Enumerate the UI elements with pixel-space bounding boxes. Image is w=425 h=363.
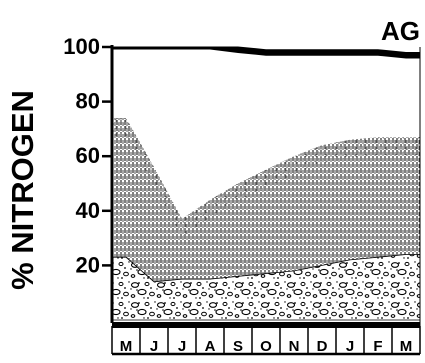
x-tick-label: A: [205, 338, 216, 355]
x-tick-label: M: [400, 338, 413, 355]
x-axis-bar: [112, 322, 420, 328]
x-tick-label: N: [289, 338, 300, 355]
x-tick-label: D: [317, 338, 328, 355]
x-tick-label: J: [150, 338, 158, 355]
x-tick-label: F: [373, 338, 382, 355]
y-tick-label: 20: [76, 252, 100, 277]
x-tick-label: J: [346, 338, 354, 355]
y-tick-label: 80: [76, 89, 100, 114]
y-tick-label: 60: [76, 143, 100, 168]
panel-label: AG: [381, 16, 420, 46]
x-tick-label: O: [260, 338, 272, 355]
x-tick-label: M: [120, 338, 133, 355]
series-hatch-top-fringe: [112, 118, 420, 237]
x-tick-label: S: [233, 338, 243, 355]
y-axis-label: % NITROGEN: [5, 90, 40, 290]
x-tick-label: J: [178, 338, 186, 355]
series-top-band: [112, 46, 420, 59]
series-layer: [111, 46, 421, 321]
y-tick-label: 100: [63, 34, 100, 59]
y-tick-label: 40: [76, 198, 100, 223]
